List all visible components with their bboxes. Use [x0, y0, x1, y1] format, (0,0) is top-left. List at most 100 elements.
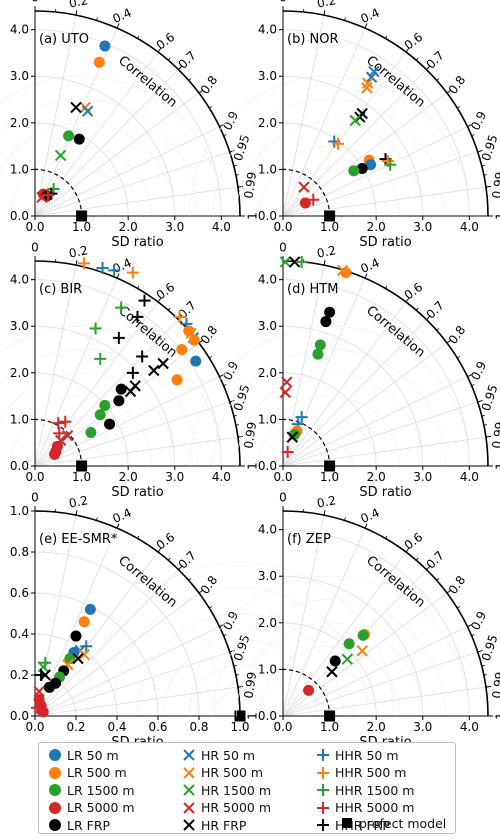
point-marker	[361, 82, 373, 94]
point-marker	[49, 448, 61, 460]
point-marker	[303, 684, 315, 696]
correlation-tick-label: 0.99	[490, 421, 500, 449]
panel-title: (c) BIR	[39, 282, 82, 297]
correlation-minor-tick	[471, 134, 475, 137]
correlation-tick	[426, 565, 431, 570]
point-marker	[183, 766, 195, 779]
rms-gridline	[0, 372, 176, 467]
correlation-tick-label: 0.8	[198, 573, 221, 597]
correlation-tick	[75, 260, 78, 266]
rms-gridline	[305, 692, 354, 717]
rms-gridline	[305, 442, 354, 467]
correlation-tick	[323, 260, 326, 266]
correlation-tick-label: 0	[279, 0, 287, 5]
point-marker	[331, 137, 344, 150]
correlation-tick-label: 0.6	[154, 30, 178, 53]
correlation-tick-label: 0.6	[402, 530, 426, 553]
rms-gridline	[57, 192, 106, 217]
y-tick-label: 0.6	[10, 586, 29, 600]
correlation-tick	[116, 523, 120, 529]
point-marker	[171, 374, 183, 386]
reference-sd-arc	[282, 418, 331, 467]
rms-gridline	[0, 76, 222, 217]
panel-title: (f) ZEP	[287, 532, 331, 547]
legend-entry: LR 50 m	[47, 746, 119, 764]
point-marker	[157, 357, 169, 370]
correlation-tick	[229, 149, 235, 153]
sd-gridline	[282, 529, 470, 717]
correlation-gridline	[34, 15, 77, 217]
correlation-tick	[485, 185, 491, 188]
sd-gridline	[34, 29, 222, 217]
reference-sd-arc	[34, 510, 241, 717]
y-tick-label: 1.0	[10, 162, 29, 176]
point-marker	[342, 818, 352, 828]
correlation-minor-tick	[137, 285, 140, 289]
correlation-minor-tick	[209, 106, 213, 109]
x-tick-label: 2.0	[119, 220, 138, 234]
point-marker	[49, 801, 61, 814]
correlation-gridline	[282, 436, 487, 467]
point-marker	[356, 645, 368, 657]
correlation-tick-label: 0.6	[402, 30, 426, 53]
point-marker	[43, 681, 55, 693]
point-marker	[108, 264, 121, 277]
circle-marker-icon	[49, 766, 61, 779]
x-tick-label: 0.4	[107, 720, 126, 734]
correlation-tick-label: 0.95	[231, 383, 253, 413]
correlation-tick-label: 1	[246, 462, 260, 470]
correlation-tick	[198, 339, 204, 344]
point-marker	[70, 630, 82, 642]
correlation-tick-label: 0.9	[220, 109, 241, 132]
correlation-tick	[157, 297, 162, 303]
legend-label: HHR 50 m	[335, 747, 399, 763]
legend-entry: HHR 50 m	[315, 746, 399, 764]
sd-gridline	[282, 279, 470, 467]
rms-gridline	[236, 122, 424, 217]
point-marker	[340, 267, 352, 279]
legend: LR 50 m LR 500 m LR 1500 m LR 5000 m LR FRP H…	[38, 742, 456, 834]
correlation-tick-label: 0.7	[424, 548, 447, 571]
correlation-tick-label: 0.8	[446, 573, 469, 597]
legend-label: HR 1500 m	[201, 782, 272, 798]
correlation-minor-tick	[96, 17, 98, 21]
correlation-gridline	[34, 27, 118, 217]
legend-entry: HR 500 m	[181, 764, 263, 782]
correlation-tick	[157, 47, 162, 53]
point-marker	[298, 181, 310, 193]
correlation-tick	[237, 685, 243, 688]
correlation-tick-label: 0.99	[490, 671, 500, 699]
x-tick-label: 4.0	[212, 470, 231, 484]
correlation-tick	[198, 589, 204, 594]
correlation-gridline	[282, 376, 468, 467]
point-marker	[288, 256, 301, 268]
legend-entry: HR 50 m	[181, 746, 255, 764]
correlation-gridline	[34, 277, 118, 467]
correlation-tick	[405, 47, 410, 53]
reference-point	[76, 210, 88, 222]
reference-sd-arc	[34, 418, 83, 467]
correlation-minor-tick	[235, 424, 239, 426]
correlation-gridline	[34, 265, 77, 467]
correlation-minor-tick	[344, 17, 346, 21]
correlation-gridline	[282, 527, 366, 717]
taylor-panel-1: 00.20.40.60.70.80.90.950.991Correlation0…	[0, 0, 260, 250]
correlation-gridline	[34, 186, 239, 217]
correlation-minor-tick	[471, 634, 475, 637]
point-marker	[53, 427, 66, 440]
legend-entry: LR 500 m	[47, 764, 127, 782]
x-tick-label: 1.0	[230, 720, 249, 734]
point-marker	[317, 766, 329, 779]
correlation-tick-label: 0.9	[468, 109, 489, 132]
correlation-minor-tick	[385, 35, 388, 39]
correlation-minor-tick	[167, 57, 171, 61]
correlation-minor-tick	[483, 424, 487, 426]
point-marker	[113, 395, 125, 407]
y-tick-label: 4.0	[258, 273, 277, 287]
y-tick-label: 0.0	[258, 209, 277, 223]
correlation-gridline	[34, 376, 220, 467]
sd-gridline	[34, 122, 129, 217]
legend-label: LR 50 m	[67, 747, 119, 763]
point-marker	[99, 40, 111, 52]
